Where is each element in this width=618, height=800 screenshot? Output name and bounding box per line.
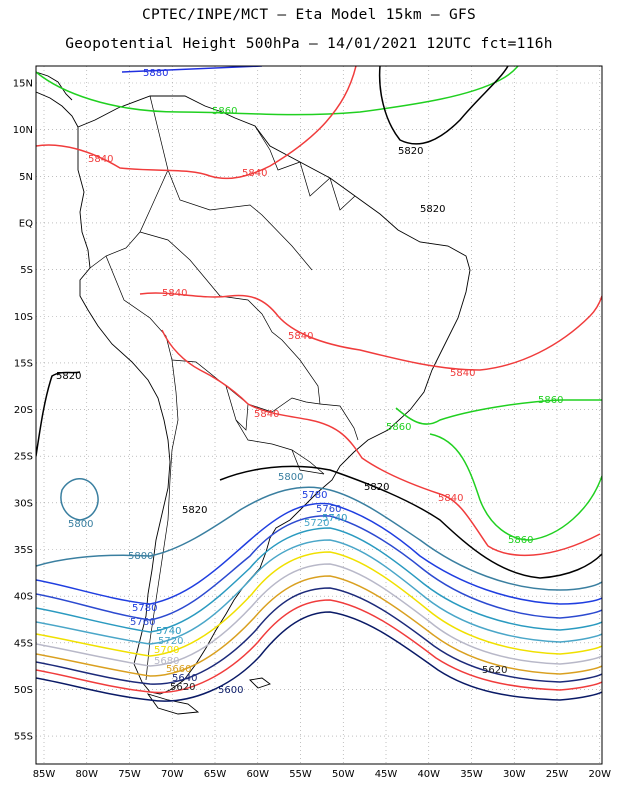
contour-label: 5840 — [254, 409, 279, 420]
latitude-labels: 15N 10N 5N EQ 5S 10S 15S 20S 25S 30S 35S 40S 45S 50S 5… — [13, 79, 33, 743]
longitude-tick-label: 65W — [204, 769, 227, 780]
contour-5820-north — [378, 66, 509, 145]
chart-title-line2: Geopotential Height 500hPa – 14/01/2021 … — [65, 36, 553, 52]
latitude-tick-label: 30S — [14, 498, 33, 509]
latitude-tick-label: 5S — [20, 265, 33, 276]
contour-label: 5860 — [508, 535, 533, 546]
contour-5820-south — [36, 371, 81, 457]
central-america-north — [36, 71, 73, 101]
contour-labels: 5880 5860 5820 5840 5840 5820 5840 5840 … — [56, 68, 563, 696]
contour-label: 5780 — [302, 490, 327, 501]
contour-label: 5760 — [316, 504, 341, 515]
longitude-tick-label: 35W — [460, 769, 483, 780]
contour-label: 5820 — [56, 371, 81, 382]
contour-label: 5820 — [364, 482, 389, 493]
contour-label: 5680 — [154, 656, 179, 667]
tierra-del-fuego — [146, 693, 200, 715]
contour-label: 5860 — [386, 422, 411, 433]
longitude-tick-label: 70W — [161, 769, 184, 780]
contour-label: 5840 — [88, 154, 113, 165]
latitude-tick-label: EQ — [19, 218, 33, 229]
longitude-tick-label: 85W — [33, 769, 56, 780]
contour-5720 — [36, 539, 602, 645]
map-frame — [35, 65, 603, 765]
contour-5860-south — [395, 399, 602, 425]
contour-label: 5760 — [130, 617, 155, 628]
contour-label: 5620 — [170, 682, 195, 693]
contour-label: 5840 — [242, 168, 267, 179]
contour-label: 5720 — [304, 518, 329, 529]
longitude-tick-label: 25W — [546, 769, 569, 780]
latitude-tick-label: 55S — [14, 732, 33, 743]
latitude-tick-label: 25S — [14, 452, 33, 463]
latitude-tick-label: 20S — [14, 405, 33, 416]
contour-label: 5740 — [156, 626, 181, 637]
contour-label: 5840 — [288, 331, 313, 342]
contour-5820-band — [219, 465, 602, 579]
latitude-tick-label: 15N — [13, 79, 33, 90]
longitude-tick-label: 50W — [332, 769, 355, 780]
contour-5640 — [36, 587, 602, 685]
contour-label: 5740 — [322, 513, 347, 524]
contour-label: 5660 — [166, 664, 191, 675]
contour-label: 5880 — [143, 68, 168, 79]
contour-5740 — [36, 527, 602, 633]
contour-label: 5780 — [132, 603, 157, 614]
latitude-tick-label: 15S — [14, 358, 33, 369]
contour-5700 — [36, 551, 602, 657]
falkland-islands — [249, 677, 271, 689]
contour-label: 5820 — [398, 146, 423, 157]
contour-5840-mid — [139, 292, 602, 371]
chart-title-line1: CPTEC/INPE/MCT – Eta Model 15km – GFS — [141, 7, 477, 23]
contour-label: 5700 — [154, 645, 179, 656]
contour-label: 5860 — [212, 106, 237, 117]
latitude-tick-label: 10N — [13, 125, 33, 136]
latitude-tick-label: 50S — [14, 685, 33, 696]
contour-label: 5620 — [482, 665, 507, 676]
central-america-coastline — [36, 91, 79, 128]
contour-5860-north — [36, 66, 519, 116]
contour-label: 5840 — [162, 288, 187, 299]
contour-5800-loop — [60, 478, 99, 521]
contour-5620 — [36, 599, 602, 694]
longitude-tick-label: 75W — [118, 769, 141, 780]
latitude-tick-label: 35S — [14, 545, 33, 556]
contour-5860-loop — [429, 433, 602, 541]
contour-5880 — [121, 66, 263, 73]
latitude-tick-label: 40S — [14, 592, 33, 603]
contour-label: 5600 — [218, 685, 243, 696]
longitude-tick-label: 60W — [246, 769, 269, 780]
contour-label: 5840 — [438, 493, 463, 504]
graticule — [36, 66, 602, 764]
longitude-labels: 85W 80W 75W 70W 65W 60W 55W 50W 45W 40W 35W 30W 25W 2… — [33, 769, 611, 780]
longitude-tick-label: 45W — [375, 769, 398, 780]
height-contours — [36, 66, 602, 702]
longitude-tick-label: 80W — [75, 769, 98, 780]
longitude-tick-label: 55W — [289, 769, 312, 780]
contour-label: 5720 — [158, 636, 183, 647]
contour-5760 — [36, 515, 602, 621]
contour-5800 — [36, 486, 602, 591]
latitude-tick-label: 5N — [19, 172, 33, 183]
contour-label: 5860 — [538, 395, 563, 406]
contour-5840-north — [36, 66, 357, 180]
longitude-tick-label: 40W — [417, 769, 440, 780]
contour-5680 — [36, 563, 602, 667]
longitude-tick-label: 30W — [503, 769, 526, 780]
latitude-tick-label: 45S — [14, 638, 33, 649]
contour-5780 — [36, 502, 602, 605]
contour-label: 5840 — [450, 368, 475, 379]
contour-5840-loop-a — [161, 329, 601, 557]
contour-label: 5820 — [420, 204, 445, 215]
contour-label: 5800 — [68, 519, 93, 530]
contour-label: 5640 — [172, 673, 197, 684]
contour-label: 5800 — [128, 551, 153, 562]
longitude-tick-label: 20W — [588, 769, 611, 780]
latitude-tick-label: 10S — [14, 312, 33, 323]
contour-label: 5820 — [182, 505, 207, 516]
contour-5600 — [36, 611, 602, 702]
contour-5660 — [36, 575, 602, 677]
contour-label: 5800 — [278, 472, 303, 483]
